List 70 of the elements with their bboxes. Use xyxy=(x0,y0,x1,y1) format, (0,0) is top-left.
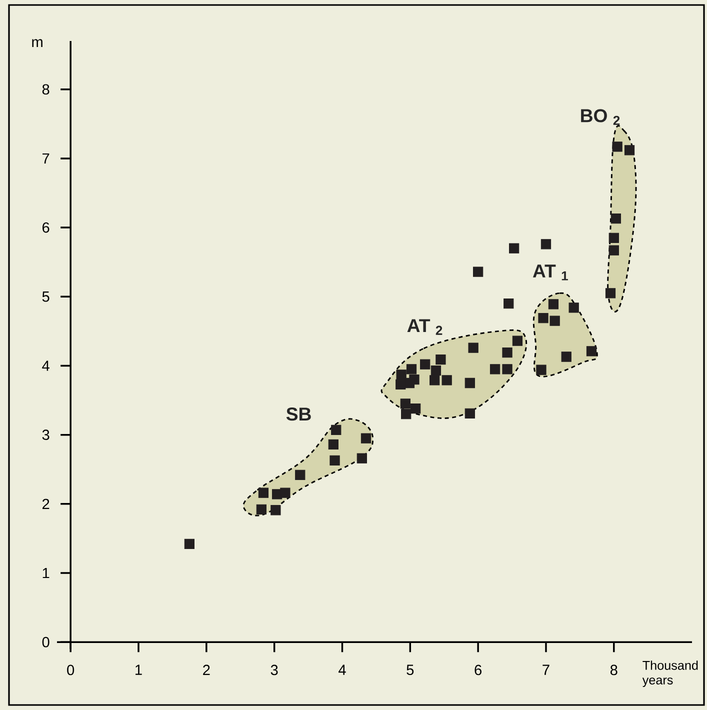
point xyxy=(468,342,478,353)
point xyxy=(610,214,621,224)
point xyxy=(430,366,442,376)
point xyxy=(605,288,616,298)
x-tick-label: 0 xyxy=(67,664,74,676)
y-tick-label: 6 xyxy=(42,222,50,233)
point xyxy=(184,538,194,550)
annotation: SB xyxy=(286,407,311,421)
point xyxy=(608,245,619,256)
point xyxy=(396,379,406,390)
annotation: AT $_{2}$ xyxy=(407,319,442,335)
point xyxy=(436,354,446,365)
x-tick-label: 5 xyxy=(406,664,414,675)
point xyxy=(410,404,421,414)
point xyxy=(330,455,340,466)
y-tick-label: 3 xyxy=(42,430,50,440)
point xyxy=(270,505,281,516)
x-tick-label: 7 xyxy=(542,664,550,675)
point xyxy=(406,364,417,374)
point xyxy=(540,239,552,250)
point xyxy=(608,232,619,243)
point xyxy=(331,424,342,436)
point xyxy=(396,370,406,380)
x-tick-label: 3 xyxy=(270,664,278,676)
point xyxy=(612,142,622,152)
point xyxy=(536,364,546,375)
point xyxy=(258,488,269,498)
point xyxy=(295,470,306,480)
x-tick-label: 1 xyxy=(136,664,142,675)
x-tick-label: 2 xyxy=(203,664,210,675)
point xyxy=(568,302,579,313)
y-tick-label: 4 xyxy=(42,360,50,371)
point xyxy=(442,375,452,386)
point xyxy=(328,439,338,450)
y-tick-label: 2 xyxy=(42,498,50,510)
point xyxy=(561,352,572,362)
point xyxy=(280,488,290,498)
point xyxy=(360,433,372,444)
y-tick-label: 8 xyxy=(42,84,50,95)
point xyxy=(430,375,440,386)
point xyxy=(538,312,548,324)
point xyxy=(356,453,367,464)
point xyxy=(256,504,266,515)
annotation: BO $_{2}$ xyxy=(581,109,620,125)
point xyxy=(624,145,635,156)
point xyxy=(502,364,512,374)
annotation: AT $_{1}$ xyxy=(532,264,568,280)
point xyxy=(464,378,475,388)
point xyxy=(548,299,559,310)
point xyxy=(490,364,500,374)
point xyxy=(401,409,412,420)
point xyxy=(504,298,514,309)
y-tick-label: 5 xyxy=(42,292,50,302)
x-tick-label: 4 xyxy=(338,664,346,675)
point xyxy=(509,243,520,254)
y-axis-title: m xyxy=(32,39,42,48)
y-tick-label: 7 xyxy=(42,153,50,164)
point xyxy=(473,266,484,277)
point xyxy=(502,348,512,358)
x-tick-label: 8 xyxy=(610,664,618,676)
y-tick-label: 0 xyxy=(42,636,50,648)
point xyxy=(586,346,597,356)
point xyxy=(512,336,523,346)
point xyxy=(400,398,410,409)
y-tick-label: 1 xyxy=(42,568,50,578)
point xyxy=(550,316,560,326)
point xyxy=(464,408,475,418)
point xyxy=(420,359,430,370)
x-axis-title: Thousand years xyxy=(642,660,698,687)
x-tick-label: 6 xyxy=(474,664,482,676)
